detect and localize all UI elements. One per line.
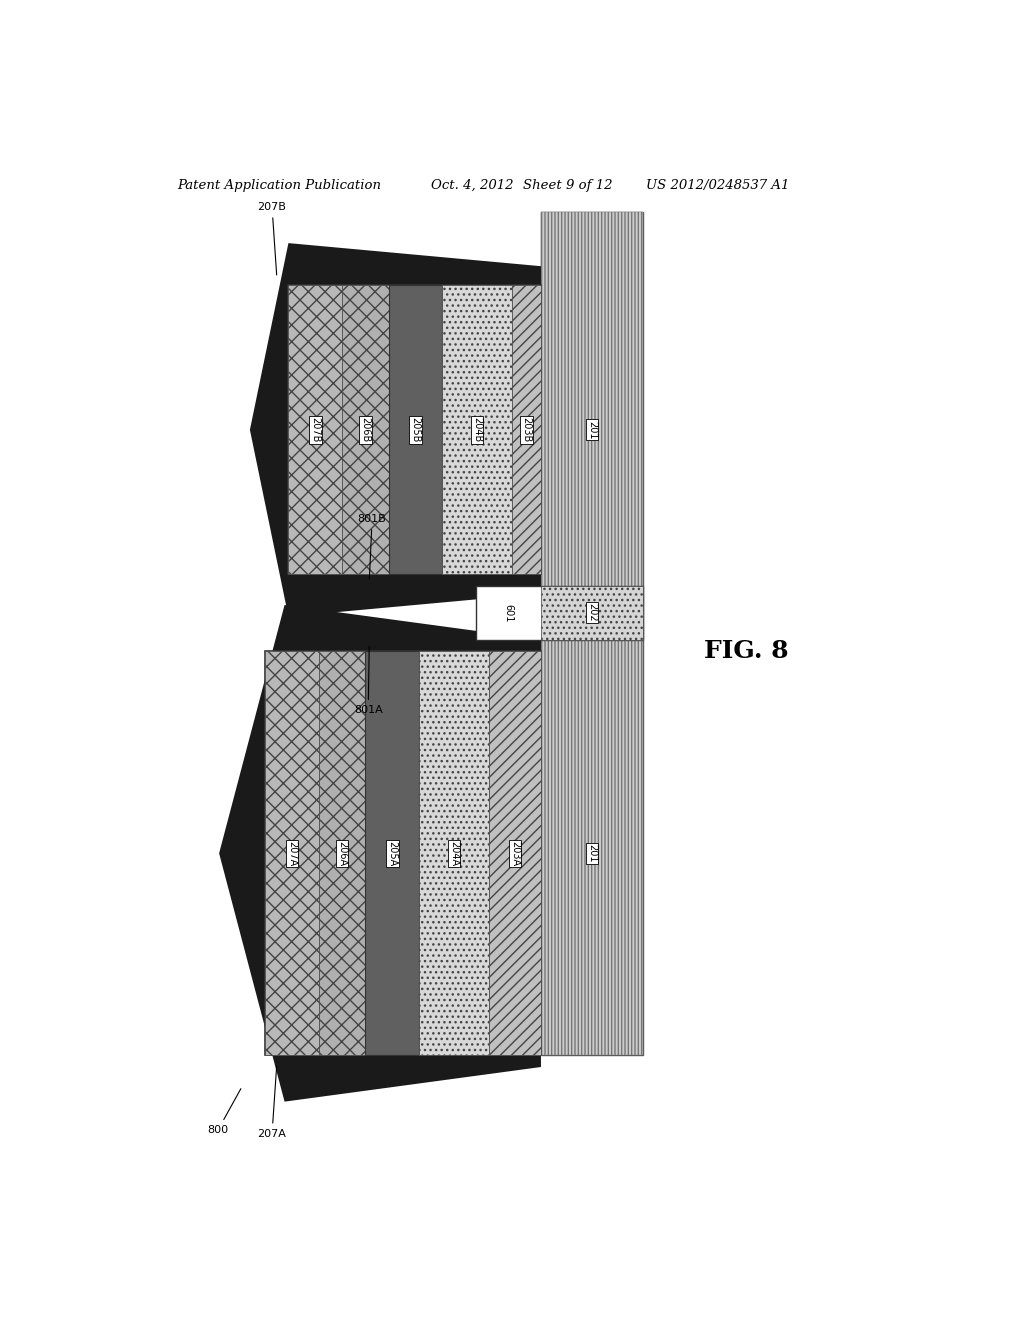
Bar	[289, 285, 541, 574]
Bar	[541, 213, 643, 1056]
Polygon shape	[250, 243, 541, 616]
Text: 207B: 207B	[310, 417, 321, 442]
Bar	[265, 651, 319, 1056]
Text: Oct. 4, 2012: Oct. 4, 2012	[431, 178, 513, 191]
Text: 203A: 203A	[510, 841, 520, 866]
Text: 202: 202	[587, 603, 597, 622]
Bar	[419, 651, 488, 1056]
Bar	[289, 285, 342, 574]
Bar	[541, 586, 643, 640]
Bar	[342, 285, 388, 574]
Bar	[442, 285, 512, 574]
Bar	[488, 651, 541, 1056]
Text: 207A: 207A	[288, 841, 297, 866]
Text: 201: 201	[587, 421, 597, 440]
Text: 601: 601	[504, 603, 514, 622]
Text: 207A: 207A	[258, 1067, 287, 1139]
Text: 206A: 206A	[337, 841, 347, 866]
Bar	[512, 285, 541, 574]
Text: 206B: 206B	[360, 417, 371, 442]
Text: FIG. 8: FIG. 8	[705, 639, 788, 663]
Bar	[475, 586, 643, 640]
Text: 205A: 205A	[387, 841, 397, 866]
Text: 203B: 203B	[521, 417, 531, 442]
Text: 207B: 207B	[258, 202, 287, 275]
Bar	[265, 651, 541, 1056]
Bar	[319, 651, 366, 1056]
Text: 205B: 205B	[411, 417, 421, 442]
Text: 204B: 204B	[472, 417, 482, 442]
Text: 204A: 204A	[449, 841, 459, 866]
Bar	[388, 285, 442, 574]
Bar	[366, 651, 419, 1056]
Text: Sheet 9 of 12: Sheet 9 of 12	[523, 178, 612, 191]
Polygon shape	[219, 605, 541, 1102]
Text: 201: 201	[587, 843, 597, 862]
Text: 800: 800	[208, 1089, 241, 1135]
Text: US 2012/0248537 A1: US 2012/0248537 A1	[646, 178, 790, 191]
Text: 801A: 801A	[354, 647, 383, 715]
Text: Patent Application Publication: Patent Application Publication	[177, 178, 381, 191]
Text: 801B: 801B	[357, 515, 386, 579]
Bar	[541, 213, 643, 1056]
